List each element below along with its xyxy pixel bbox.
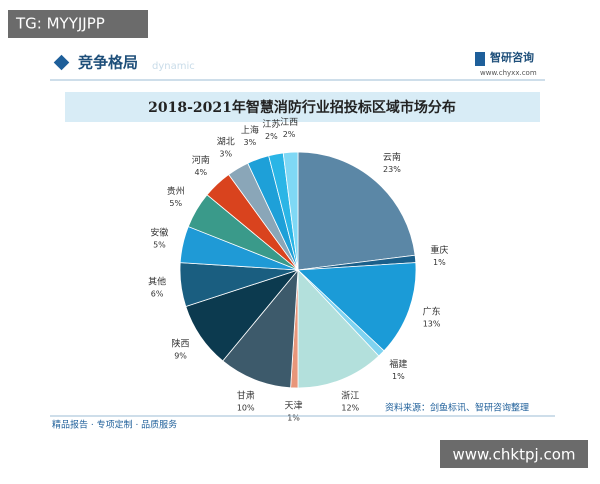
slice-name: 安徽	[150, 227, 168, 239]
slice-name: 湖北	[217, 136, 235, 147]
header-diamond	[53, 54, 70, 71]
slice-label: 3%	[244, 138, 257, 147]
brand-url: www.chyxx.com	[480, 69, 537, 77]
slice-name: 云南	[383, 151, 401, 163]
slice-label: 1%	[433, 258, 446, 267]
tag-box	[8, 10, 148, 38]
brand-logo	[475, 52, 485, 66]
slice-name: 甘肃	[237, 390, 255, 402]
slice-name: 上海	[241, 124, 259, 136]
title-band	[65, 92, 540, 122]
slice-label: 5%	[169, 199, 182, 208]
slice-label: 1%	[287, 413, 300, 422]
slice-name: 贵州	[167, 185, 185, 197]
slice-label: 2%	[283, 130, 296, 139]
slice-name: 浙江	[341, 390, 359, 402]
slice-label: 13%	[423, 320, 441, 329]
slice-label: 12%	[341, 404, 359, 413]
slice-label: 9%	[174, 351, 187, 360]
watermark-box	[440, 440, 588, 468]
slice-name: 福建	[389, 358, 407, 370]
slice-name: 陕西	[172, 337, 190, 349]
pie-slice	[297, 262, 417, 352]
slice-name: 江西	[280, 117, 298, 128]
chart-title: 2018-2021年智慧消防行业招投标区域市场分布	[148, 99, 456, 116]
brand: 智研咨询	[490, 50, 534, 64]
pie-slice	[297, 151, 416, 271]
slice-label: 1%	[392, 372, 405, 381]
section-title: 竞争格局	[78, 54, 138, 72]
slice-label: 2%	[265, 132, 278, 141]
slice-name: 其他	[148, 275, 166, 287]
slice-label: 6%	[151, 289, 164, 298]
slice-label: 23%	[383, 165, 401, 174]
slice-label: 10%	[237, 404, 255, 413]
pie-slice	[222, 268, 299, 389]
tag: TG: MYYJJPP	[15, 15, 105, 33]
source: 资料来源：剑鱼标讯、智研咨询整理	[385, 402, 529, 414]
footer-slogan: 精品报告 · 专项定制 · 品质服务	[52, 419, 177, 431]
slice-label: 5%	[153, 241, 166, 250]
pie-slice	[282, 151, 299, 271]
slice-name: 重庆	[430, 244, 448, 256]
slice-name: 河南	[192, 154, 210, 166]
slice-name: 天津	[285, 400, 303, 411]
slice-label: 3%	[219, 149, 232, 158]
slice-label: 4%	[194, 168, 207, 177]
watermark: www.chktpj.com	[452, 446, 575, 464]
section-subtitle: dynamic	[152, 61, 195, 72]
slice-name: 广东	[423, 306, 441, 318]
pie-chart: 云南 23% 重庆 1% 广东 13% 福建 1% 浙江 12% 天津 1% 甘肃 10% 陕西 9% 其他 6%…	[148, 117, 448, 423]
slice-name: 江苏	[262, 118, 280, 130]
pie-slice	[297, 268, 380, 389]
